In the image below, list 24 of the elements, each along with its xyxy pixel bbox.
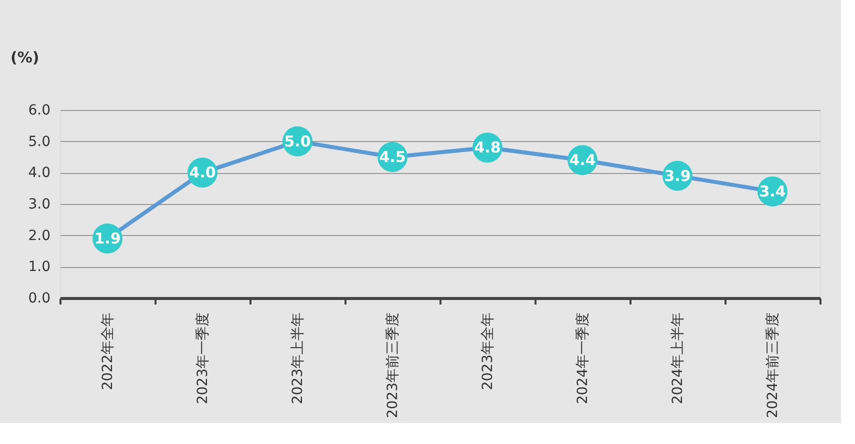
x-tick-label: 2024年前三季度	[765, 312, 781, 418]
y-tick-label: 5.0	[28, 134, 50, 150]
y-tick-label: 6.0	[28, 102, 50, 118]
data-label: 5.0	[284, 132, 311, 150]
y-axis-title: (%)	[10, 48, 40, 66]
data-label: 4.5	[379, 148, 406, 166]
data-label: 4.0	[189, 164, 216, 182]
y-tick-label: 0.0	[28, 290, 50, 306]
data-label: 3.4	[759, 182, 786, 200]
x-tick-label: 2023年前三季度	[385, 312, 401, 418]
y-tick-label: 2.0	[28, 228, 50, 244]
data-label: 4.8	[474, 138, 501, 157]
x-tick-label: 2024年上半年	[670, 312, 686, 404]
x-tick-label: 2023年全年	[480, 312, 496, 390]
y-tick-label: 4.0	[28, 165, 50, 182]
y-tick-label: 1.0	[28, 259, 50, 276]
x-tick-label: 2023年上半年	[290, 312, 306, 404]
data-label: 4.4	[569, 151, 596, 170]
data-label: 3.9	[664, 166, 691, 185]
x-tick-label: 2023年一季度	[195, 312, 211, 404]
y-tick-label: 3.0	[28, 196, 50, 212]
data-label: 1.9	[94, 229, 121, 248]
x-tick-label: 2022年全年	[100, 312, 116, 390]
x-tick-label: 2024年一季度	[575, 312, 591, 404]
